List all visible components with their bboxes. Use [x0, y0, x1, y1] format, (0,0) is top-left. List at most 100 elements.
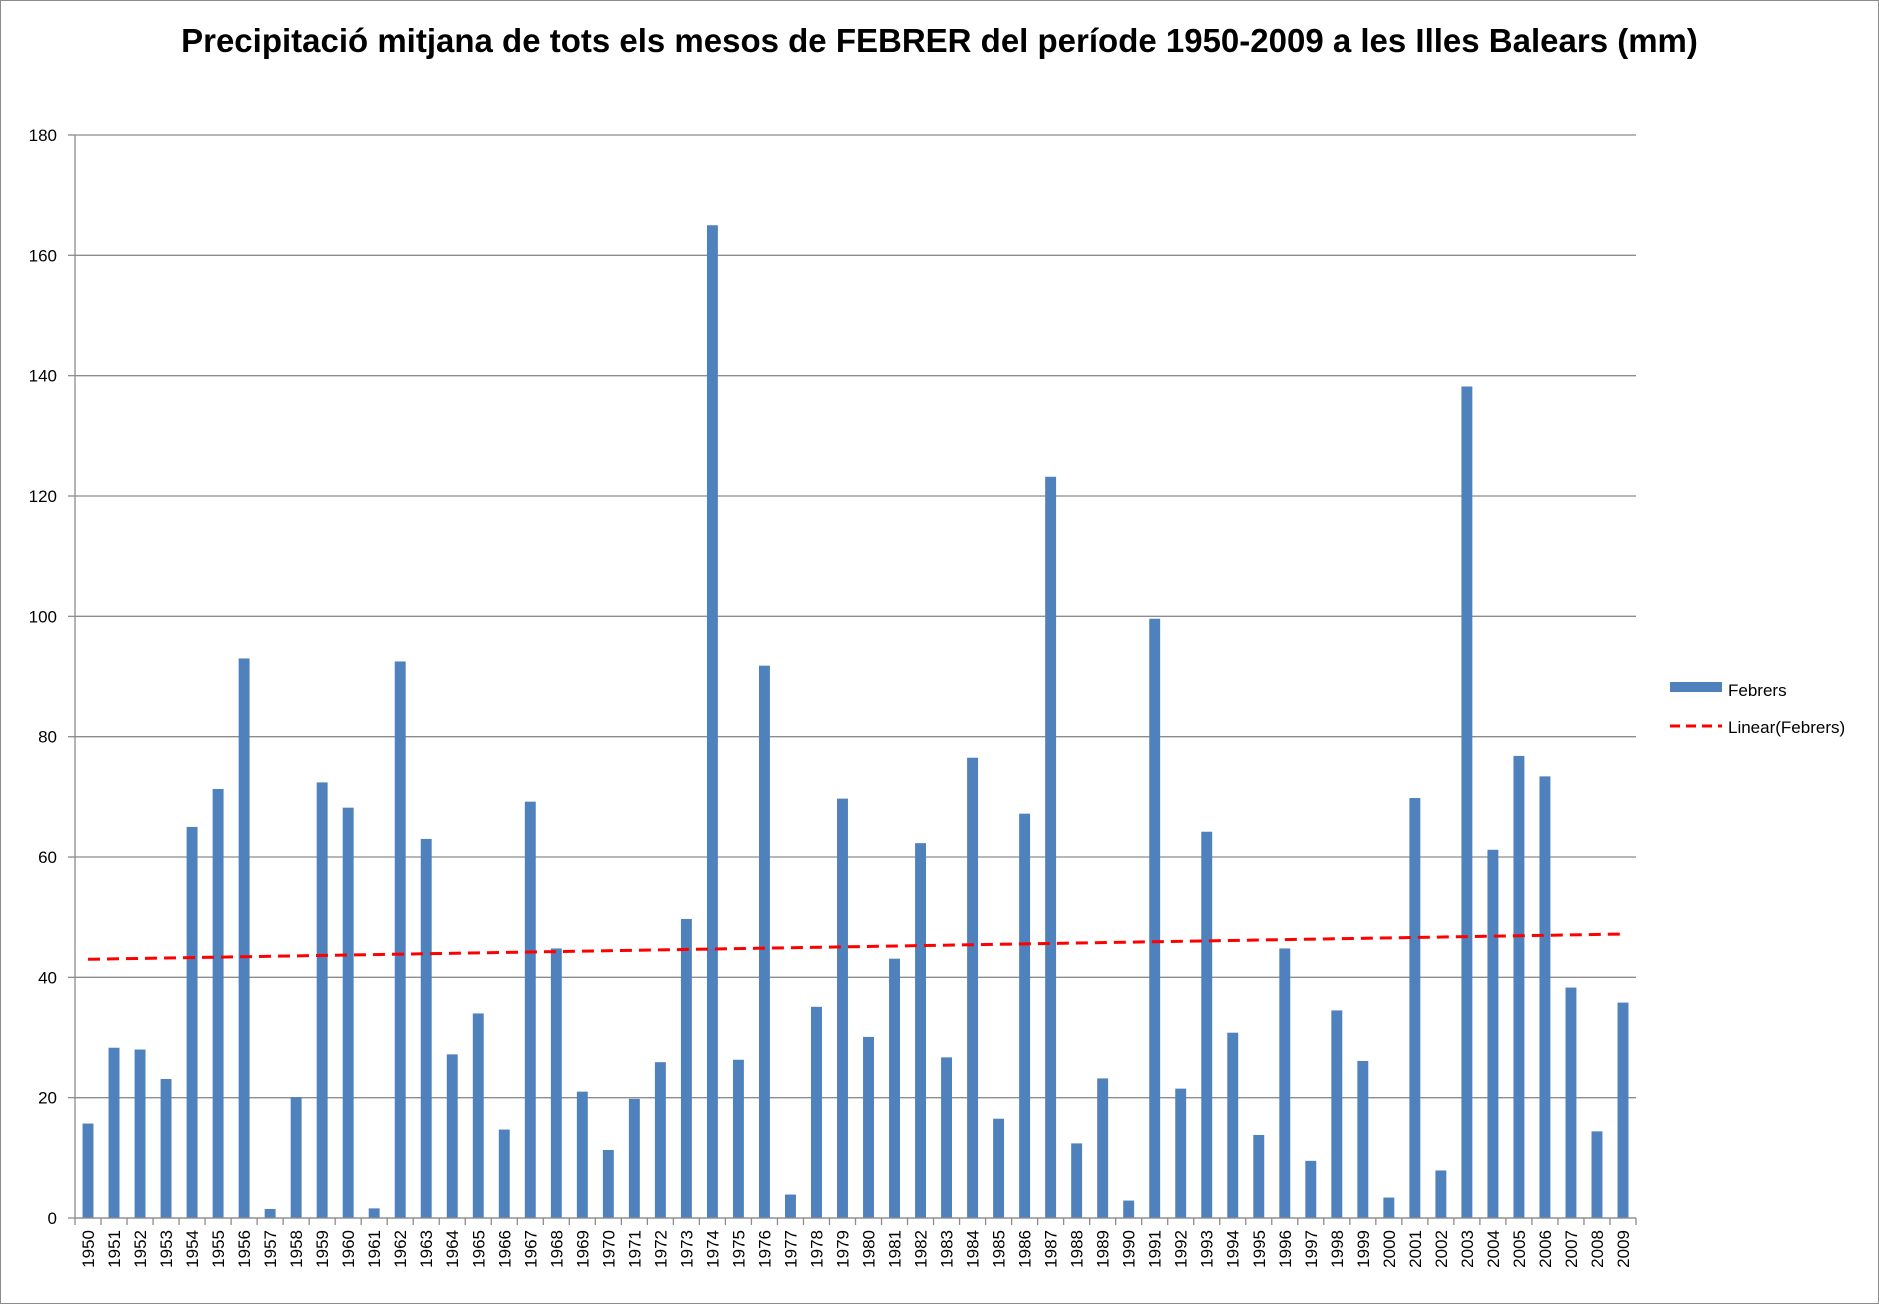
- bar-2001: [1409, 798, 1421, 1218]
- x-tick-label: 1977: [781, 1230, 800, 1268]
- x-tick-label: 1966: [495, 1230, 514, 1268]
- x-tick-label: 1954: [183, 1230, 202, 1268]
- x-tick-label: 2008: [1588, 1230, 1607, 1268]
- x-tick-label: 1982: [912, 1230, 931, 1268]
- x-tick-label: 1983: [938, 1230, 957, 1268]
- bar-1964: [446, 1054, 458, 1218]
- x-tick-label: 1995: [1250, 1230, 1269, 1268]
- bar-1990: [1123, 1200, 1135, 1218]
- x-tick-label: 1950: [79, 1230, 98, 1268]
- legend: Febrers Linear(Febrers): [1670, 681, 1845, 737]
- bar-1979: [837, 798, 848, 1218]
- bar-1967: [524, 801, 536, 1218]
- bar-1970: [602, 1150, 614, 1218]
- x-tick-label: 1988: [1068, 1230, 1087, 1268]
- bar-1954: [186, 826, 198, 1218]
- x-tick-label: 1990: [1120, 1230, 1139, 1268]
- y-tick-label: 80: [38, 728, 57, 747]
- trendline: [87, 932, 1624, 961]
- x-tick-label: 1973: [677, 1230, 696, 1268]
- x-tick-label: 1974: [703, 1230, 722, 1268]
- x-tick-label: 1985: [990, 1230, 1009, 1268]
- x-tick-label: 1999: [1354, 1230, 1373, 1268]
- x-tick-label: 1962: [391, 1230, 410, 1268]
- x-tick-label: 1993: [1198, 1230, 1217, 1268]
- bar-1989: [1097, 1078, 1109, 1218]
- bar-1962: [394, 661, 406, 1218]
- bar-1952: [134, 1049, 146, 1218]
- bar-1986: [1019, 813, 1031, 1218]
- x-tick-label: 2002: [1432, 1230, 1451, 1268]
- x-tick-label: 2006: [1536, 1230, 1555, 1268]
- bar-1971: [628, 1098, 640, 1218]
- y-tick-label: 0: [48, 1209, 57, 1228]
- x-tick-label: 1980: [860, 1230, 879, 1268]
- bar-2006: [1539, 776, 1551, 1218]
- x-tick-label: 2001: [1406, 1230, 1425, 1268]
- x-tick-label: 1991: [1146, 1230, 1165, 1268]
- x-tick-label: 1969: [573, 1230, 592, 1268]
- bar-1980: [863, 1036, 874, 1218]
- chart-title: Precipitació mitjana de tots els mesos d…: [181, 22, 1698, 59]
- bar-1965: [472, 1013, 484, 1218]
- x-tick-label: 1956: [235, 1230, 254, 1268]
- y-tick-label: 40: [38, 968, 57, 987]
- x-tick-label: 1996: [1276, 1230, 1295, 1268]
- x-tick-label: 1972: [651, 1230, 670, 1268]
- y-tick-label: 160: [29, 246, 57, 265]
- x-tick-label: 1963: [417, 1230, 436, 1268]
- y-tick-label: 60: [38, 848, 57, 867]
- bar-2009: [1617, 1002, 1629, 1218]
- x-tick-label: 1987: [1042, 1230, 1061, 1268]
- x-tick-label: 1976: [755, 1230, 774, 1268]
- bar-1951: [108, 1047, 120, 1218]
- x-tick-label: 1979: [833, 1230, 852, 1268]
- y-tick-label: 100: [29, 607, 57, 626]
- x-tick-label: 1952: [131, 1230, 150, 1268]
- bar-2002: [1435, 1170, 1447, 1218]
- x-tick-label: 1994: [1224, 1230, 1243, 1268]
- x-tick-label: 2004: [1484, 1230, 1503, 1268]
- x-tick-label: 1953: [157, 1230, 176, 1268]
- x-tick-label: 1992: [1172, 1230, 1191, 1268]
- bar-1958: [290, 1097, 302, 1218]
- legend-label-trendline: Linear(Febrers): [1728, 718, 1845, 737]
- bar-1960: [342, 807, 354, 1218]
- y-tick-label: 120: [29, 487, 57, 506]
- x-tick-label: 1960: [339, 1230, 358, 1268]
- x-tick-label: 1971: [625, 1230, 644, 1268]
- bar-2005: [1513, 755, 1525, 1218]
- x-tick-label: 1964: [443, 1230, 462, 1268]
- gridlines: [75, 134, 1636, 1219]
- bar-1996: [1279, 948, 1291, 1218]
- bar-1981: [889, 958, 900, 1218]
- x-tick-label: 1989: [1094, 1230, 1113, 1268]
- y-tick-label: 140: [29, 367, 57, 386]
- bar-1950: [82, 1123, 94, 1218]
- x-tick-label: 1955: [209, 1230, 228, 1268]
- bar-1978: [811, 1006, 822, 1218]
- x-tick-label: 1958: [287, 1230, 306, 1268]
- x-tick-label: 1975: [729, 1230, 748, 1268]
- x-tick-label: 1951: [105, 1230, 124, 1268]
- bar-2004: [1487, 849, 1499, 1218]
- x-tick-label: 1967: [521, 1230, 540, 1268]
- x-tick-label: 1965: [469, 1230, 488, 1268]
- x-tick-label: 2003: [1458, 1230, 1477, 1268]
- x-tick-label: 1970: [599, 1230, 618, 1268]
- bar-2008: [1591, 1131, 1603, 1218]
- bar-1985: [993, 1118, 1005, 1218]
- y-tick-label: 20: [38, 1089, 57, 1108]
- x-tick-label: 1968: [547, 1230, 566, 1268]
- x-tick-label: 2009: [1614, 1230, 1633, 1268]
- y-tick-label: 180: [29, 126, 57, 145]
- bar-1997: [1305, 1160, 1317, 1218]
- bar-1982: [915, 843, 927, 1218]
- y-axis: 0 20 40 60 80 100 120 140 160 180: [29, 126, 76, 1228]
- x-tick-label: 1997: [1302, 1230, 1321, 1268]
- bar-1974: [706, 225, 718, 1218]
- bar-1995: [1253, 1134, 1265, 1218]
- bar-1992: [1175, 1088, 1187, 1218]
- x-tick-label: 1981: [886, 1230, 905, 1268]
